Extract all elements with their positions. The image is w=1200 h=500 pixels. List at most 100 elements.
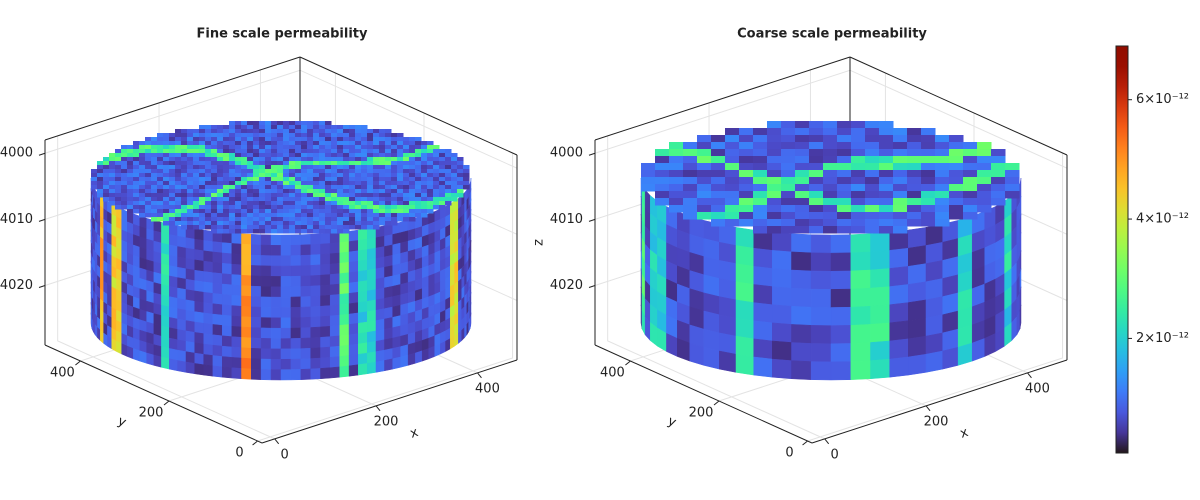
voxel-top	[711, 198, 726, 206]
voxel-face	[169, 254, 178, 268]
voxel-top	[837, 163, 852, 171]
voxel-face	[169, 306, 178, 320]
voxel-top	[367, 157, 374, 162]
voxel-top	[809, 212, 824, 220]
voxel-top	[247, 145, 254, 150]
voxel-top	[151, 145, 158, 150]
voxel-top	[739, 135, 754, 143]
voxel-face	[212, 324, 223, 337]
voxel-face	[375, 246, 385, 259]
voxel-top	[373, 205, 380, 210]
voxel-top	[373, 153, 380, 158]
voxel-top	[373, 221, 380, 226]
voxel-top	[235, 165, 242, 170]
voxel-top	[109, 185, 116, 190]
voxel-top	[205, 149, 212, 154]
voxel-top	[837, 226, 852, 234]
voxel-face	[384, 337, 393, 351]
voxel-face	[392, 335, 401, 349]
voxel-top	[325, 181, 332, 186]
voxel-top	[217, 185, 224, 190]
voxel-top	[235, 201, 242, 206]
voxel-face	[241, 243, 252, 256]
voxel-top	[127, 145, 134, 150]
voxel-top	[403, 201, 410, 206]
voxel-top	[97, 161, 104, 166]
voxel-top	[97, 189, 104, 194]
voxel-top	[241, 149, 248, 154]
voxel-top	[163, 141, 170, 146]
voxel-top	[379, 209, 386, 214]
voxel-face	[280, 255, 292, 267]
voxel-top	[205, 197, 212, 202]
voxel-top	[325, 157, 332, 162]
voxel-top	[253, 201, 260, 206]
voxel-face	[290, 358, 302, 370]
voxel-top	[163, 161, 170, 166]
voxel-top	[271, 137, 278, 142]
voxel-face	[260, 358, 272, 370]
voxel-top	[241, 229, 248, 234]
voxel-top	[837, 198, 852, 206]
voxel-top	[385, 141, 392, 146]
voxel-face	[212, 262, 223, 274]
voxel-top	[145, 153, 152, 158]
voxel-top	[397, 185, 404, 190]
voxel-top	[127, 161, 134, 166]
voxel-top	[337, 149, 344, 154]
voxel-top	[91, 185, 98, 190]
voxel-top	[211, 229, 218, 234]
voxel-top	[865, 219, 880, 227]
voxel-top	[205, 145, 212, 150]
voxel-top	[893, 142, 908, 150]
voxel-top	[391, 213, 398, 218]
voxel-top	[795, 219, 810, 227]
voxel-face	[384, 234, 393, 247]
voxel-top	[133, 193, 140, 198]
voxel-top	[337, 129, 344, 134]
voxel-top	[893, 163, 908, 171]
voxel-top	[247, 185, 254, 190]
voxel-top	[385, 177, 392, 182]
voxel-top	[421, 173, 428, 178]
voxel-top	[373, 185, 380, 190]
voxel-top	[809, 170, 824, 178]
voxel-top	[367, 169, 374, 174]
voxel-top	[301, 145, 308, 150]
voxel-top	[103, 177, 110, 182]
voxel-top	[439, 197, 446, 202]
voxel-top	[385, 165, 392, 170]
voxel-top	[409, 149, 416, 154]
voxel-face	[161, 356, 170, 370]
voxel-top	[907, 149, 922, 157]
voxel-top	[253, 213, 260, 218]
voxel-top	[247, 201, 254, 206]
y-tick-label: 400	[50, 366, 75, 381]
voxel-top	[331, 141, 338, 146]
voxel-top	[683, 212, 698, 220]
voxel-top	[175, 217, 182, 222]
voxel-top	[301, 185, 308, 190]
voxel-face	[348, 364, 359, 377]
voxel-top	[301, 165, 308, 170]
voxel-face	[290, 275, 302, 287]
voxel-top	[331, 157, 338, 162]
voxel-top	[181, 141, 188, 146]
voxel-top	[241, 189, 248, 194]
voxel-face	[251, 244, 262, 256]
voxel-top	[795, 121, 810, 129]
voxel-top	[301, 149, 308, 154]
voxel-top	[127, 165, 134, 170]
voxel-top	[301, 197, 308, 202]
voxel-top	[433, 193, 440, 198]
voxel-top	[229, 213, 236, 218]
voxel-face	[870, 322, 890, 343]
voxel-top	[169, 185, 176, 190]
voxel-face	[703, 346, 720, 370]
voxel-top	[409, 157, 416, 162]
voxel-top	[409, 217, 416, 222]
voxel-top	[373, 165, 380, 170]
voxel-top	[697, 205, 712, 213]
voxel-face	[203, 354, 214, 367]
voxel-top	[301, 229, 308, 234]
